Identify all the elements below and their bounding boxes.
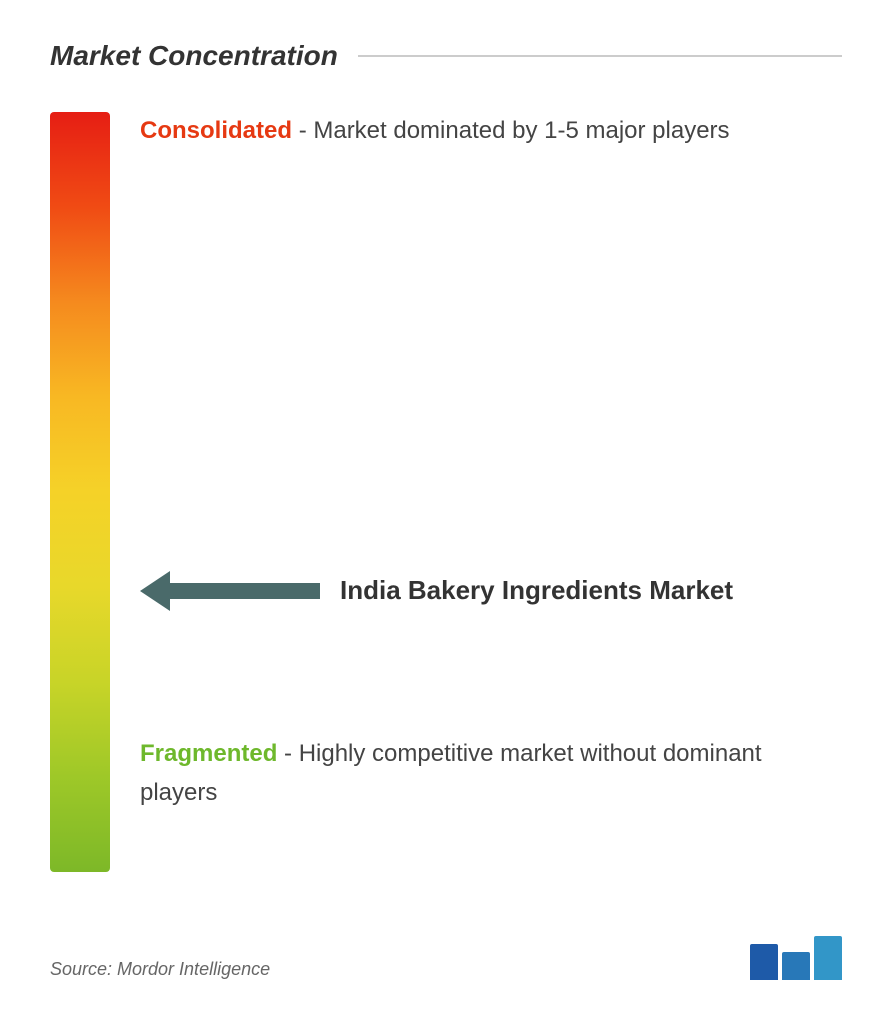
consolidated-description: Consolidated - Market dominated by 1-5 m… xyxy=(140,112,842,150)
header-divider xyxy=(358,55,842,57)
consolidated-desc-text: - Market dominated by 1-5 major players xyxy=(299,117,730,144)
logo-bar xyxy=(750,944,778,980)
market-name-label: India Bakery Ingredients Market xyxy=(340,574,733,608)
fragmented-label: Fragmented xyxy=(140,740,277,767)
header: Market Concentration xyxy=(50,40,842,72)
arrow-left-icon xyxy=(140,566,320,616)
consolidated-label: Consolidated xyxy=(140,117,292,144)
concentration-gradient-bar xyxy=(50,112,110,872)
consolidated-text: Consolidated - Market dominated by 1-5 m… xyxy=(140,112,842,150)
company-logo xyxy=(750,936,842,980)
footer: Source: Mordor Intelligence xyxy=(50,936,842,980)
logo-bar xyxy=(782,952,810,980)
logo-bar xyxy=(814,936,842,980)
descriptions-container: Consolidated - Market dominated by 1-5 m… xyxy=(110,112,842,872)
content-area: Consolidated - Market dominated by 1-5 m… xyxy=(50,112,842,872)
source-attribution: Source: Mordor Intelligence xyxy=(50,959,270,980)
fragmented-text: Fragmented - Highly competitive market w… xyxy=(140,735,842,812)
page-title: Market Concentration xyxy=(50,40,338,72)
market-pointer: India Bakery Ingredients Market xyxy=(140,566,733,616)
fragmented-description: Fragmented - Highly competitive market w… xyxy=(140,735,842,812)
